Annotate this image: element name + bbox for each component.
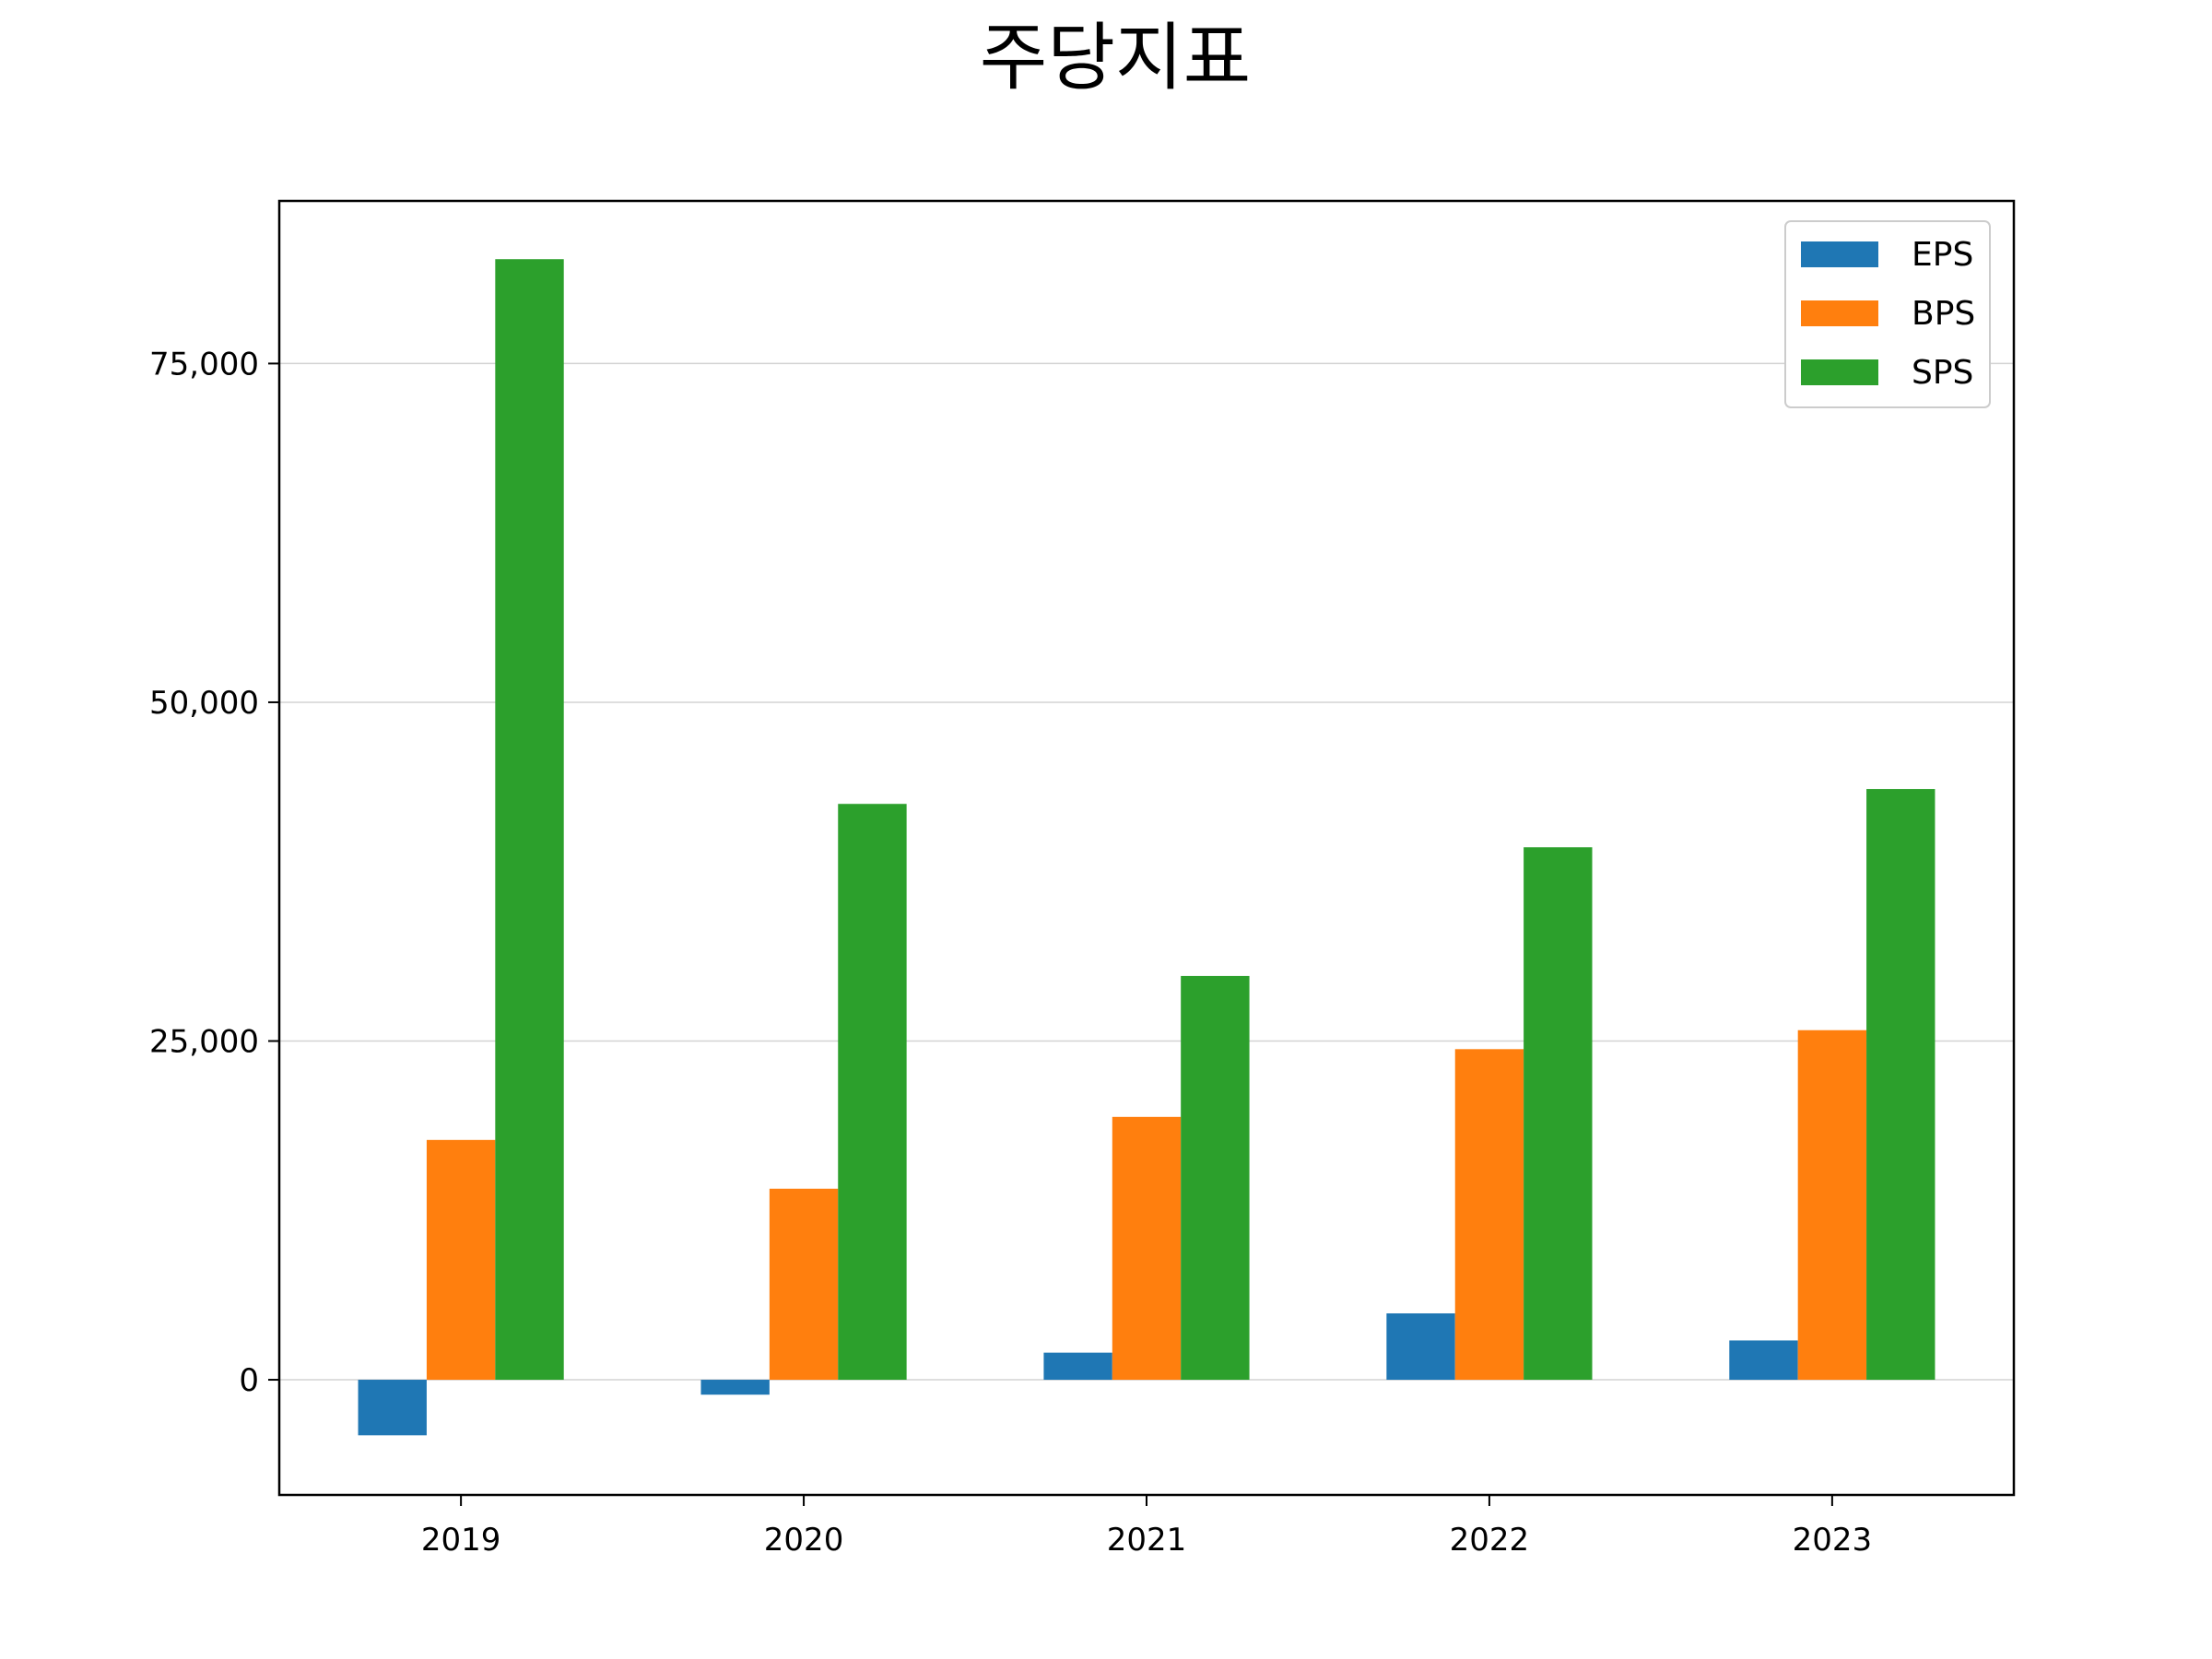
bar-bps-2020: [769, 1188, 839, 1381]
y-tick-label: 25,000: [149, 1023, 259, 1060]
bar-eps-2023: [1729, 1340, 1798, 1381]
bar-eps-2021: [1043, 1352, 1112, 1381]
chart-title: 주당지표: [980, 15, 1251, 100]
x-tick-label: 2021: [1107, 1522, 1187, 1559]
bar-bps-2021: [1112, 1116, 1182, 1381]
bar-eps-2022: [1386, 1312, 1455, 1381]
bar-sps-2023: [1866, 789, 1936, 1381]
legend: EPS BPS SPS: [1784, 220, 1991, 408]
legend-label-eps: EPS: [1912, 236, 1973, 274]
bars: [358, 259, 1936, 1436]
legend-swatch-eps: [1801, 241, 1878, 267]
y-tick-label: 75,000: [149, 346, 259, 382]
legend-label-bps: BPS: [1912, 295, 1975, 333]
legend-swatch-bps: [1801, 300, 1878, 326]
axis-ticks: 0 25,000 50,000 75,000 2019 2020 2021 2022 2023: [149, 346, 1872, 1559]
y-tick-label: 0: [239, 1362, 259, 1399]
x-tick-label: 2022: [1450, 1522, 1530, 1559]
bar-sps-2019: [495, 259, 564, 1381]
bar-bps-2022: [1454, 1049, 1524, 1381]
y-tick-label: 50,000: [149, 685, 259, 722]
bar-eps-2020: [700, 1380, 770, 1395]
bar-bps-2019: [426, 1139, 496, 1381]
bar-eps-2019: [358, 1380, 427, 1436]
legend-swatch-sps: [1801, 359, 1878, 385]
bar-bps-2023: [1797, 1030, 1867, 1381]
x-tick-label: 2019: [421, 1522, 501, 1559]
x-tick-label: 2020: [764, 1522, 844, 1559]
legend-label-sps: SPS: [1912, 354, 1973, 392]
x-tick-label: 2023: [1793, 1522, 1873, 1559]
bar-sps-2021: [1181, 975, 1250, 1381]
bar-sps-2022: [1524, 847, 1593, 1381]
bar-sps-2020: [838, 804, 907, 1381]
